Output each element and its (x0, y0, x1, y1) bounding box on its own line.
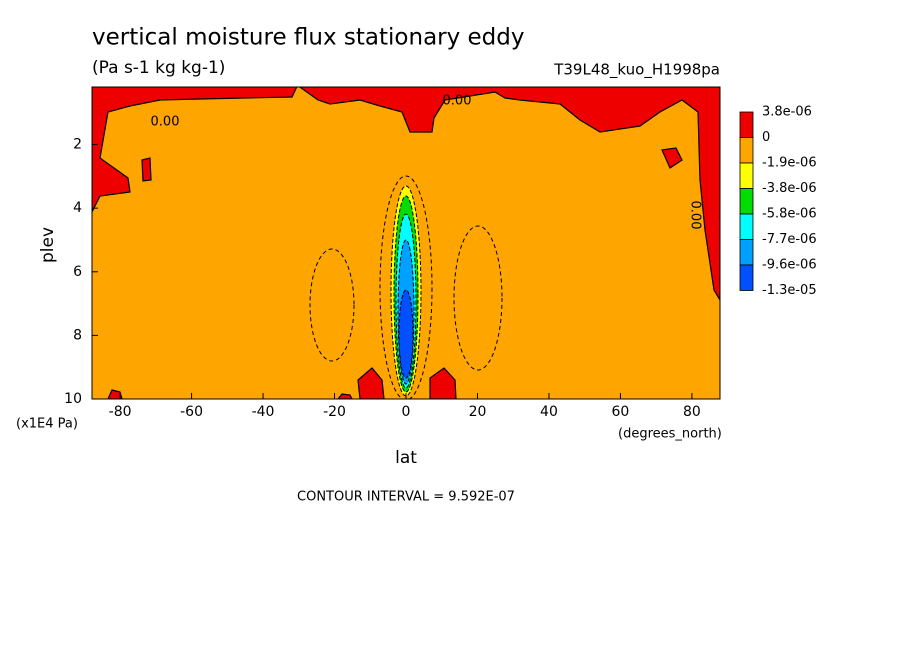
colorbar-label: -7.7e-06 (762, 232, 817, 247)
region (107, 389, 123, 399)
colorbar-box (739, 264, 754, 291)
y-tick-label: 2 (73, 137, 82, 153)
colorbar-box (739, 239, 754, 266)
contour-label: 0.00 (443, 94, 472, 109)
colorbar-box (739, 162, 754, 189)
region (661, 147, 683, 169)
y-tick-label: 4 (73, 200, 82, 216)
x-tick-label: 20 (469, 404, 487, 420)
x-tick-label: 40 (540, 404, 558, 420)
colorbar-box (739, 188, 754, 215)
region (357, 367, 385, 399)
x-tick-label: 60 (612, 404, 630, 420)
chart-title: vertical moisture flux stationary eddy (92, 25, 525, 51)
colorbar-label: -1.3e-05 (762, 283, 817, 298)
x-tick-label: -60 (180, 404, 203, 420)
y-tick-label: 8 (73, 327, 82, 343)
region (429, 367, 457, 399)
region (141, 157, 152, 182)
x-axis-units: (degrees_north) (618, 427, 722, 442)
colorbar-label: -9.6e-06 (762, 258, 817, 273)
x-tick-label: 80 (683, 404, 701, 420)
region (337, 393, 353, 399)
region (398, 289, 414, 379)
contour-line (379, 175, 433, 399)
plot-area: 0.00 0.00 0.00 (92, 87, 720, 399)
x-tick-label: -20 (323, 404, 346, 420)
x-axis-label: lat (395, 448, 417, 468)
chart-subtitle: (Pa s-1 kg kg-1) (92, 58, 225, 78)
y-tick-label: 6 (73, 264, 82, 280)
contour-label: 0.00 (151, 115, 180, 130)
dataset-label: T39L48_kuo_H1998pa (553, 61, 720, 80)
colorbar-label: 0 (762, 130, 770, 145)
y-axis-label: plev (38, 227, 58, 263)
colorbar-box (739, 111, 754, 138)
colorbar-label: -1.9e-06 (762, 156, 817, 171)
region (92, 87, 298, 213)
colorbar-box (739, 137, 754, 164)
x-tick-label: -80 (109, 404, 132, 420)
contour-line (309, 248, 355, 362)
x-tick-label: 0 (402, 404, 411, 420)
colorbar-box (739, 213, 754, 240)
colorbar-label: -5.8e-06 (762, 207, 817, 222)
region (298, 87, 720, 302)
y-axis-units: (x1E4 Pa) (16, 417, 78, 432)
contour-interval: CONTOUR INTERVAL = 9.592E-07 (297, 490, 515, 505)
contour-line (453, 225, 503, 371)
contour-label: 0.00 (688, 201, 703, 230)
colorbar-label: -3.8e-06 (762, 181, 817, 196)
y-tick-label: 10 (64, 391, 82, 407)
colorbar-label: 3.8e-06 (762, 105, 812, 120)
x-tick-label: -40 (252, 404, 275, 420)
